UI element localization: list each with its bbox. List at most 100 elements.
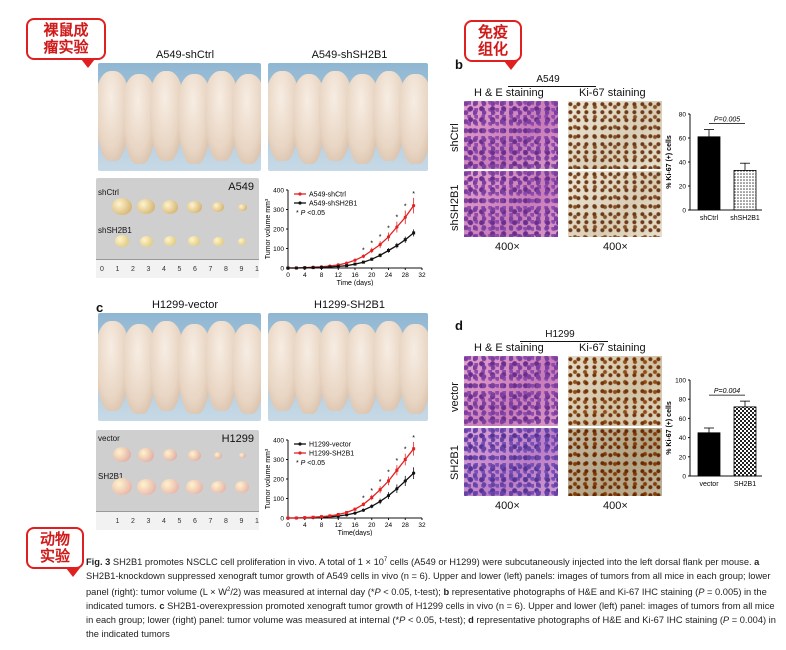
legend-entry: H1299-SH2B1 — [309, 451, 354, 458]
x-axis-label: Time (days) — [337, 280, 374, 286]
caption-letter-b: b — [443, 587, 450, 598]
significance-star: * — [404, 447, 407, 454]
y-tick-label: 20 — [679, 454, 687, 461]
caption-exp: 2 — [226, 587, 231, 594]
data-point — [320, 515, 323, 519]
mouse — [399, 324, 428, 414]
bar-vector — [697, 432, 721, 477]
ruler-tick-label: 2 — [131, 518, 135, 525]
panel-c-letter: c — [96, 300, 104, 315]
significance-star: * — [412, 191, 415, 198]
data-point — [345, 264, 349, 268]
data-point — [378, 243, 382, 247]
data-point — [303, 266, 307, 270]
ruler-tick-label: 1 — [115, 518, 120, 525]
tumor-row-label-shctrl: shCtrl — [98, 188, 119, 197]
p-value-label: P=0.004 — [714, 388, 740, 395]
annotation-p: P — [301, 460, 306, 467]
panel-d-row-vector: vector — [449, 382, 461, 412]
data-point — [286, 266, 290, 270]
data-point — [387, 248, 390, 252]
callout-ihc-line2: 组化 — [477, 40, 508, 58]
tumor — [238, 238, 246, 245]
panel-d-row-sh2b1: SH2B1 — [449, 445, 461, 480]
significance-star: * — [387, 226, 390, 233]
y-tick-label: 400 — [273, 188, 284, 195]
tumor — [235, 481, 249, 493]
ki67-bar-chart-h1299: 0 20 40 60 80 100 % Ki-67 (+) cells vector SH2B1… — [666, 378, 762, 488]
data-point — [403, 479, 407, 483]
tumor — [238, 452, 246, 459]
ruler-tick-label: 7 — [208, 518, 213, 525]
tumor — [115, 235, 129, 247]
tumor — [138, 448, 154, 462]
annotation-star: * — [296, 210, 301, 217]
panel-b-col-he: H & E staining — [474, 87, 544, 99]
ruler-tick-label: 8 — [224, 266, 228, 273]
bar-SH2B1 — [733, 406, 757, 477]
panel-d-mag-ki67: 400× — [603, 500, 628, 512]
x-tick-label: 12 — [335, 522, 343, 529]
data-point — [286, 516, 290, 520]
tumor — [161, 479, 179, 495]
tumor — [187, 449, 201, 461]
data-point — [395, 225, 399, 229]
y-tick-label: 0 — [682, 474, 686, 481]
data-point — [395, 487, 399, 491]
x-tick-label: 24 — [385, 272, 393, 279]
annotation-rest: <0.05 — [305, 460, 325, 467]
caption-text: SH2B1-knockdown suppressed xenograft tum… — [86, 571, 771, 598]
data-point — [311, 515, 315, 519]
data-point — [320, 265, 323, 269]
caption-text: SH2B1 promotes NSCLC cell proliferation … — [110, 557, 384, 568]
data-point — [386, 235, 391, 239]
significance-star: * — [396, 215, 399, 222]
data-point — [311, 266, 315, 270]
y-tick-label: 0 — [280, 516, 284, 523]
caption-exp: 7 — [383, 557, 388, 563]
he-stain-shsh2b1 — [464, 171, 558, 237]
ruler-tick-label: 3 — [146, 266, 151, 273]
ruler-tick-label: 5 — [177, 266, 182, 273]
category-label: vector — [699, 481, 719, 488]
callout-ihc: 免疫 组化 — [464, 20, 522, 70]
annotation-p: P — [301, 210, 306, 217]
significance-star: * — [396, 458, 399, 465]
y-tick-label: 0 — [280, 266, 284, 273]
ki67-stain-sh2b1 — [568, 428, 662, 496]
y-tick-label: 40 — [679, 160, 687, 167]
mice-photo-h1299-vector — [98, 313, 261, 421]
ruler-tick-label: 7 — [208, 266, 213, 273]
data-point — [412, 204, 416, 208]
caption-text: representative photographs of H&E and Ki… — [473, 615, 723, 626]
data-point — [361, 502, 365, 506]
annotation-star: * — [296, 460, 301, 467]
y-tick-label: 0 — [682, 208, 686, 215]
caption-p: P — [722, 615, 730, 626]
y-tick-label: 300 — [273, 457, 284, 464]
ruler-h1299: 1 2 3 4 5 6 7 8 9 10 — [96, 511, 259, 530]
data-point — [412, 231, 416, 235]
ruler-tick-label: 10 — [255, 266, 259, 273]
caption-letter-a: a — [754, 557, 760, 568]
ki67-bar-chart-a549: 0 20 40 60 80 % Ki-67 (+) cells shCtrl shSH2B1 P… — [666, 112, 762, 222]
p-value-annotation: * P <0.05 — [296, 460, 325, 467]
callout-animal-line2: 实验 — [39, 547, 70, 565]
panel-d-cell-label: H1299 — [545, 329, 575, 340]
he-stain-shctrl — [464, 101, 558, 169]
callout-animal-line1: 动物 — [39, 530, 70, 548]
data-point — [370, 496, 374, 500]
data-point — [361, 260, 365, 264]
x-tick-label: 16 — [351, 272, 359, 279]
callout-animal: 动物 实验 — [26, 527, 84, 577]
category-label: SH2B1 — [734, 481, 756, 488]
tumor-row-label-sh2b1: SH2B1 — [98, 472, 124, 481]
x-tick-label: 20 — [368, 522, 376, 529]
mice-photo-h1299-sh2b1 — [268, 313, 428, 421]
legend-entry: A549-shSH2B1 — [309, 201, 357, 208]
tumor — [188, 236, 200, 247]
x-tick-label: 28 — [402, 522, 410, 529]
y-axis-label: Tumor volume mm³ — [265, 198, 272, 259]
legend-marker — [298, 442, 302, 446]
significance-star: * — [387, 470, 390, 477]
